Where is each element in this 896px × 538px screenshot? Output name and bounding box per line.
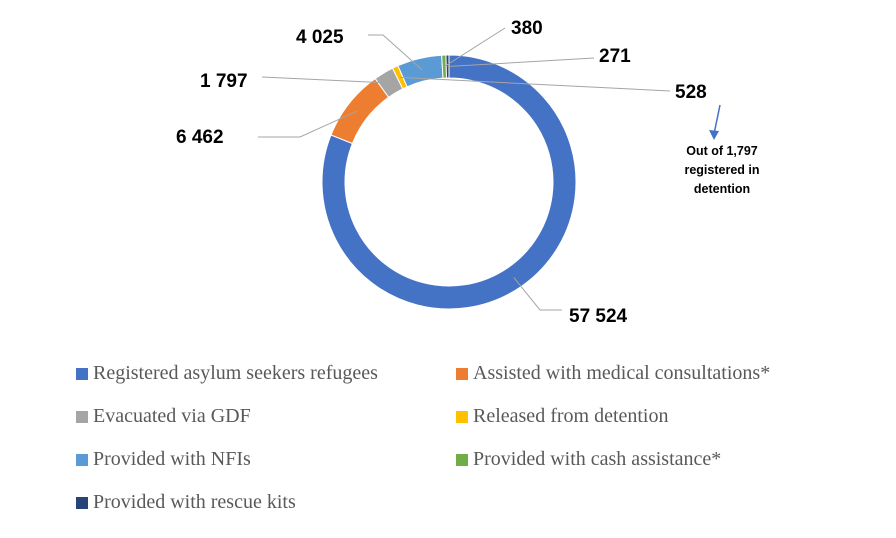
legend-label: Registered asylum seekers refugees — [93, 362, 378, 384]
legend-swatch — [456, 410, 468, 423]
data-labels: 57 524 6 462 1 797 528 4 025 380 271 — [176, 18, 707, 327]
note-arrowhead — [709, 130, 719, 140]
legend-label: Assisted with medical consultations* — [473, 362, 771, 384]
legend-label: Provided with NFIs — [93, 448, 251, 470]
leader-line-rescue-kits — [447, 57, 595, 68]
data-label-rescue-kits: 271 — [599, 46, 631, 67]
data-label-registered: 57 524 — [569, 306, 628, 327]
donut-slice-nfis — [397, 54, 444, 88]
data-label-evacuated: 1 797 — [200, 71, 248, 92]
leader-line-nfis — [368, 34, 423, 71]
donut-chart: 57 524 6 462 1 797 528 4 025 380 271 Out… — [176, 18, 760, 327]
legend-swatch — [76, 453, 88, 466]
data-label-released: 528 — [675, 82, 707, 103]
leader-line-released — [400, 76, 671, 92]
legend-swatch — [456, 367, 468, 380]
legend-label: Evacuated via GDF — [93, 405, 251, 427]
donut-slice-medical — [330, 77, 390, 145]
legend-item-medical: Assisted with medical consultations* — [456, 362, 770, 385]
donut-slices — [321, 54, 577, 310]
legend-label: Provided with cash assistance* — [473, 448, 722, 470]
legend-swatch — [76, 367, 88, 380]
legend-label: Provided with rescue kits — [93, 491, 296, 513]
data-label-nfis: 4 025 — [296, 27, 344, 48]
leader-line-evacuated — [261, 76, 390, 84]
legend-swatch — [76, 496, 88, 509]
donut-slice-registered — [321, 54, 577, 310]
legend-swatch — [76, 410, 88, 423]
donut-slice-rescue-kits — [445, 54, 450, 79]
legend-item-released: Released from detention — [456, 405, 669, 428]
legend-item-evacuated: Evacuated via GDF — [76, 405, 251, 428]
data-label-cash: 380 — [511, 18, 543, 39]
leader-line-cash — [444, 27, 506, 68]
leader-lines — [258, 27, 671, 311]
note-line-3: detention — [694, 182, 750, 196]
note-line-1: Out of 1,797 — [686, 144, 758, 158]
legend-item-rescue-kits: Provided with rescue kits — [76, 491, 296, 514]
leader-line-registered — [513, 277, 562, 311]
detention-note: Out of 1,797 registered in detention — [684, 104, 760, 196]
leader-line-medical — [258, 110, 359, 138]
note-line-2: registered in — [684, 163, 759, 177]
legend-item-registered: Registered asylum seekers refugees — [76, 362, 378, 385]
legend-item-nfis: Provided with NFIs — [76, 448, 251, 471]
legend-item-cash: Provided with cash assistance* — [456, 448, 721, 471]
legend-swatch — [456, 453, 468, 466]
note-arrow — [713, 104, 721, 135]
data-label-medical: 6 462 — [176, 127, 224, 148]
legend-label: Released from detention — [473, 405, 669, 427]
